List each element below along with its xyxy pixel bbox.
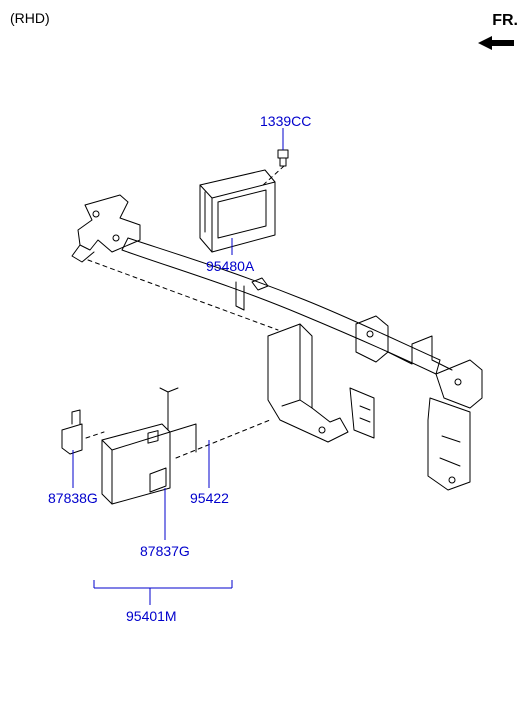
callout-95401m: 95401M: [126, 608, 177, 624]
frame-center-bracket: [268, 324, 348, 442]
callout-95422: 95422: [190, 490, 229, 506]
diagram-canvas: [0, 0, 532, 727]
part-95480a: [200, 170, 275, 252]
callout-87837g: 87837G: [140, 543, 190, 559]
callout-1339cc: 1339CC: [260, 113, 311, 129]
callout-95480a: 95480A: [206, 258, 254, 274]
part-95401m-group: [62, 388, 196, 504]
frame-right: [350, 316, 482, 490]
frame-left-bracket: [72, 195, 140, 262]
callout-87838g: 87838G: [48, 490, 98, 506]
part-1339cc: [278, 150, 288, 166]
